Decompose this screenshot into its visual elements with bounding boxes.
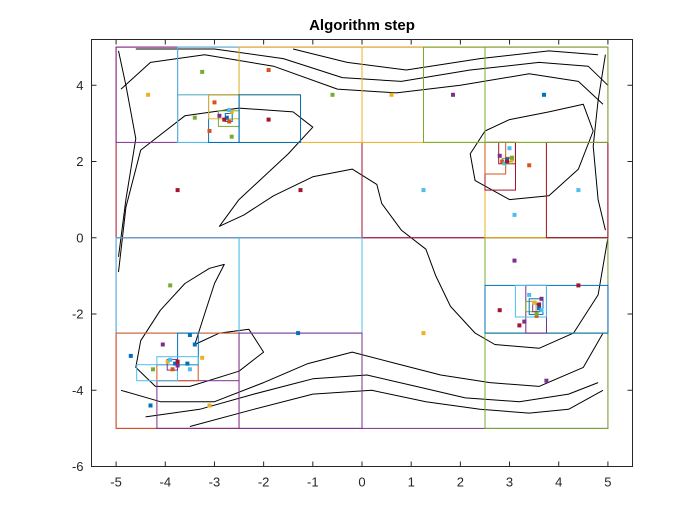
sample-point	[542, 92, 546, 97]
sample-point	[187, 367, 192, 372]
sample-point	[497, 153, 502, 158]
contour-line	[135, 48, 609, 86]
contour-line	[469, 103, 594, 201]
x-tick-label: -1	[307, 475, 319, 490]
sample-point	[200, 355, 205, 360]
sample-point	[187, 333, 192, 337]
sample-point	[510, 155, 514, 160]
contour-line	[118, 107, 609, 349]
contour-line	[135, 263, 265, 387]
sample-point	[421, 188, 426, 193]
sample-point	[512, 258, 517, 263]
sample-point	[175, 359, 180, 364]
sample-point	[507, 146, 512, 151]
sample-point	[175, 363, 180, 368]
axes: -5 -4 -3 -2 -1 0 1 2 3 4 5 -6 -4 -2 0 2 4	[72, 39, 633, 490]
contour-line	[118, 50, 137, 257]
sample-point	[192, 115, 197, 120]
partition-rect	[525, 300, 537, 313]
sample-point	[212, 100, 217, 105]
sample-point	[207, 129, 212, 133]
sample-point	[217, 113, 222, 118]
sample-point	[298, 188, 303, 193]
partition-rect	[423, 46, 486, 143]
x-tick-label: 2	[457, 475, 464, 490]
y-tick-label: -4	[72, 383, 84, 398]
sample-point	[421, 331, 426, 336]
partition-rect	[238, 94, 301, 144]
sample-point	[527, 163, 532, 168]
sample-point	[534, 312, 539, 316]
sample-point	[296, 331, 301, 336]
sample-point	[175, 188, 180, 193]
x-tick-label: 5	[604, 475, 611, 490]
sample-point	[229, 109, 234, 114]
x-tick-label: 0	[358, 475, 365, 490]
sample-point	[165, 359, 170, 364]
sample-point	[229, 134, 234, 139]
y-tick-label: -6	[72, 459, 84, 474]
sample-point	[173, 361, 178, 366]
x-tick-label: -5	[110, 475, 122, 490]
partition-rect	[514, 284, 547, 318]
sample-point	[522, 319, 527, 324]
y-tick-label: -2	[72, 307, 84, 322]
sample-point	[160, 342, 165, 347]
sample-point	[330, 92, 335, 97]
sample-point	[192, 342, 197, 347]
y-tick-label: 2	[76, 154, 83, 169]
sample-point	[151, 367, 155, 372]
contour-line	[592, 54, 606, 231]
sample-point	[170, 367, 175, 372]
sample-point	[517, 323, 522, 328]
sample-point	[451, 92, 455, 97]
sample-point	[185, 361, 190, 366]
y-tick-label: 0	[76, 230, 83, 245]
x-tick-label: -3	[209, 475, 221, 490]
sample-point	[576, 283, 581, 288]
sample-point	[266, 117, 271, 122]
sample-point	[532, 300, 537, 305]
sample-point	[227, 119, 232, 124]
x-tick-label: -4	[159, 475, 171, 490]
x-tick-label: -2	[258, 475, 270, 490]
sample-point	[539, 308, 544, 313]
sample-point	[527, 292, 532, 297]
sample-point	[200, 69, 205, 74]
sample-point	[537, 306, 542, 311]
sample-points	[128, 68, 581, 408]
contour-line	[292, 48, 599, 71]
sample-point	[148, 403, 153, 408]
sample-point	[222, 117, 227, 122]
sample-point	[544, 378, 549, 383]
contour-line	[120, 332, 604, 403]
contour-line	[189, 389, 604, 427]
sample-point	[389, 92, 394, 97]
sample-point	[500, 159, 505, 164]
sample-point	[168, 357, 173, 362]
contour-line	[145, 374, 599, 418]
sample-point	[537, 302, 542, 307]
sample-point	[227, 108, 232, 112]
y-tick-label: 4	[76, 78, 83, 93]
x-tick-label: 3	[506, 475, 513, 490]
sample-point	[576, 188, 581, 193]
x-tick-label: 4	[555, 475, 562, 490]
x-tick-label: 1	[408, 475, 415, 490]
sample-point	[502, 161, 507, 166]
sample-point	[497, 308, 502, 313]
sample-point	[146, 92, 151, 97]
sample-point	[224, 115, 229, 120]
sample-point	[266, 68, 271, 72]
chart-title: Algorithm step	[309, 17, 415, 34]
sample-point	[512, 212, 517, 217]
sample-point	[505, 159, 510, 164]
sample-point	[207, 403, 212, 408]
partition-rectangles	[115, 46, 609, 429]
sample-point	[128, 353, 133, 358]
sample-point	[168, 283, 173, 288]
sample-point	[539, 296, 544, 301]
